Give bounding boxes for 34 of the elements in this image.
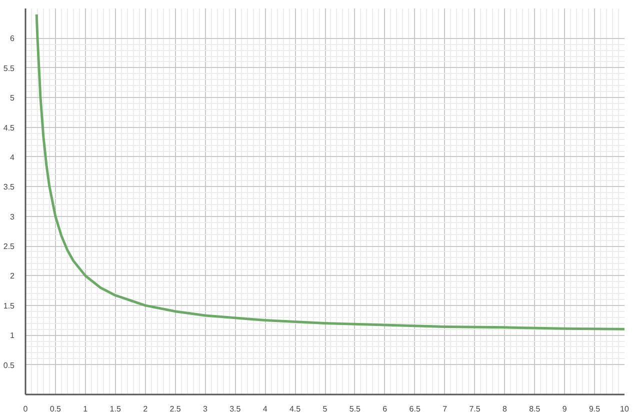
x-tick-label: 1 [83,404,88,414]
x-tick-label: 9 [562,404,568,414]
y-tick-label: 0.5 [3,360,16,370]
x-tick-label: 5 [322,404,328,414]
line-series [35,13,624,330]
x-tick-label: 10 [620,404,630,414]
y-tick-label: 2 [10,272,16,281]
x-tick-label: 7.5 [469,404,481,414]
x-tick-label: 2 [143,404,148,414]
y-tick-label: 6 [10,34,16,44]
y-tick-label: 4.5 [3,123,16,132]
x-tick-label: 7 [442,404,448,414]
y-tick-label: 5.5 [3,64,16,73]
x-tick-label: 1.5 [110,404,122,414]
y-tick-label: 3 [10,212,16,222]
x-tick-label: 6.5 [409,404,421,414]
x-tick-label: 0.5 [50,404,62,414]
x-tick-label: 9.5 [588,404,601,414]
x-tick-label: 6 [382,404,388,414]
x-tick-label: 4.5 [289,404,302,414]
x-tick-label: 0 [23,404,28,414]
x-tick-label: 8.5 [529,404,541,414]
x-tick-label: 3 [202,404,208,414]
y-tick-label: 1.5 [3,301,16,310]
x-tick-label: 5.5 [349,404,362,414]
y-tick-label: 4 [10,152,16,162]
x-tick-label: 8 [502,404,508,414]
y-tick-label: 3.5 [3,182,16,192]
y-tick-label: 1 [10,331,16,340]
x-tick-label: 3.5 [230,404,242,414]
x-tick-label: 2.5 [170,404,182,414]
y-tick-label: 2.5 [3,242,16,252]
y-tick-label: 5 [10,94,16,103]
x-tick-label: 4 [262,404,268,414]
